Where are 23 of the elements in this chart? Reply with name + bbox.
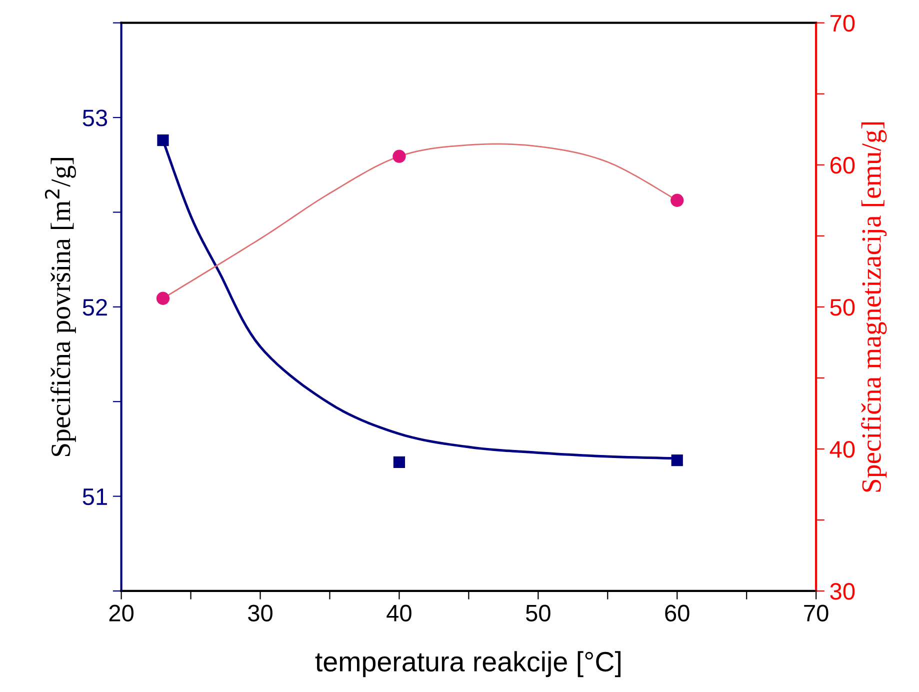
- point: [157, 134, 169, 146]
- point: [156, 292, 170, 305]
- y2-tick-label: 70: [830, 14, 855, 32]
- point: [670, 194, 684, 207]
- point: [392, 150, 406, 163]
- x-tick-label: 30: [248, 604, 272, 622]
- y2-tick-label: 40: [830, 441, 855, 458]
- x-tick-label: 60: [665, 604, 690, 622]
- y2-axis-title: Specifična magnetizacija [emu/g]: [861, 122, 887, 492]
- x-axis-title: temperatura reakcije [°C]: [315, 651, 620, 678]
- x-tick-label: 40: [386, 604, 412, 622]
- point: [393, 456, 406, 468]
- y2-tick-label: 50: [830, 298, 855, 316]
- point: [671, 454, 683, 466]
- x-tick-label: 70: [804, 604, 828, 622]
- y-tick-label: 52: [82, 298, 107, 316]
- y-tick-label: 53: [82, 110, 108, 126]
- y-axis-title: Specifična površina [m$^{2}$/g]: [44, 158, 76, 456]
- y2-tick-label: 30: [830, 583, 855, 600]
- y-tick-label: 51: [82, 488, 107, 506]
- x-tick-label: 50: [526, 604, 550, 622]
- y2-tick-label: 60: [830, 156, 855, 174]
- x-tick-label: 20: [109, 604, 134, 622]
